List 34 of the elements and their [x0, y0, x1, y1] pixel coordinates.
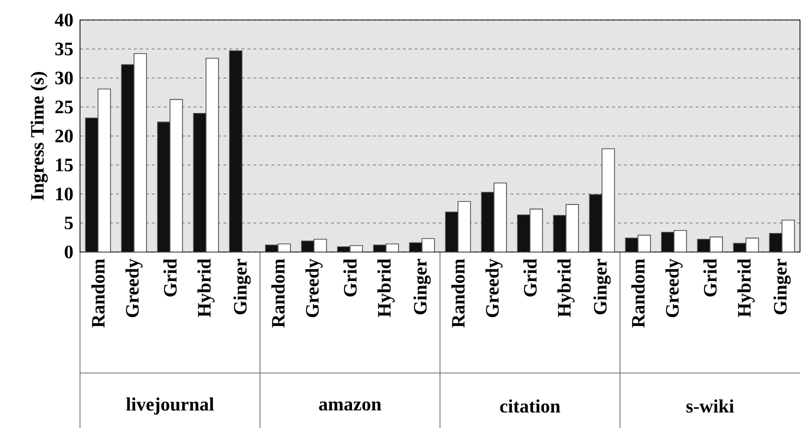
x-tick-label: Ginger [593, 258, 611, 314]
y-tick-label: 20 [55, 129, 73, 142]
x-tick-label: Grid [703, 258, 717, 296]
x-tick-label: Random [271, 258, 285, 328]
x-tick-label: Hybrid [737, 258, 755, 317]
y-tick-label: 10 [56, 187, 73, 200]
x-tick-label: Hybrid [377, 258, 395, 317]
x-tick-label: Greedy [485, 258, 503, 317]
x-tick-label: Grid [523, 258, 537, 296]
x-tick-label: Random [631, 258, 645, 328]
x-tick-label: Hybrid [197, 258, 215, 317]
x-tick-label: Random [451, 258, 465, 328]
text: livejournal [126, 397, 214, 414]
y-tick-label: 25 [55, 100, 73, 114]
text: amazon [319, 401, 382, 410]
y-axis-title: Ingress Time (s) [30, 72, 48, 200]
y-tick-label: 35 [55, 42, 73, 56]
x-tick-label: Hybrid [557, 258, 575, 317]
x-tick-label: Greedy [125, 258, 143, 317]
y-tick-label: 40 [54, 13, 73, 26]
x-tick-label: Random [91, 258, 105, 328]
x-tick-label: Ginger [413, 258, 431, 314]
x-tick-label: Grid [163, 258, 177, 296]
x-tick-label: Grid [343, 258, 357, 296]
x-tick-label: Ginger [773, 258, 791, 314]
text: citation [500, 399, 560, 412]
x-tick-label: Greedy [665, 258, 683, 317]
x-tick-label: Greedy [305, 258, 323, 317]
text: s-wiki [686, 399, 734, 412]
y-tick-label: 15 [56, 158, 73, 172]
y-tick-label: 30 [55, 71, 73, 84]
y-tick-label: 0 [64, 245, 73, 258]
x-tick-label: Ginger [233, 258, 251, 314]
y-tick-label: 5 [64, 216, 73, 230]
